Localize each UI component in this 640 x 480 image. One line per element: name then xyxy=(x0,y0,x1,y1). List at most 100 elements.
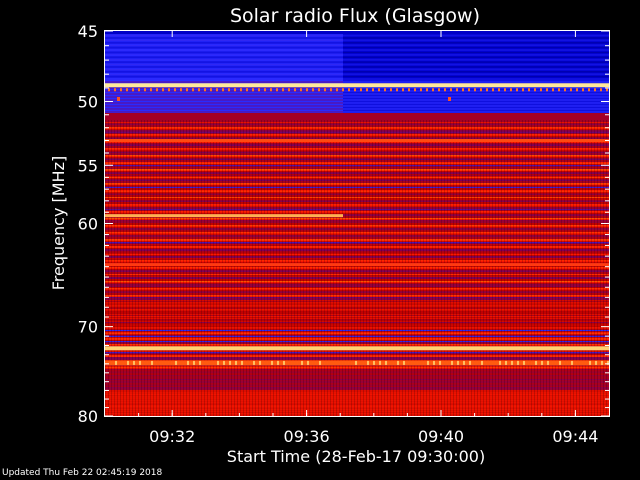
speckle xyxy=(600,88,602,92)
speckle xyxy=(259,360,261,365)
spectrum-row-late xyxy=(343,69,609,70)
spectrum-row-late xyxy=(343,112,609,113)
speckle xyxy=(139,360,141,365)
spectrum-row-late xyxy=(343,106,609,107)
spectrogram-plot xyxy=(105,31,609,416)
spectrum-row-late xyxy=(343,78,609,79)
speckle xyxy=(288,88,290,92)
spectrum-row-late xyxy=(343,92,609,93)
speckle xyxy=(378,88,380,92)
spectrum-row-late xyxy=(343,109,609,110)
spectrum-row-late xyxy=(343,39,609,40)
speckle xyxy=(601,360,603,365)
x-axis: 09:32 09:36 09:40 09:44 xyxy=(138,31,598,446)
spectrum-row-late xyxy=(343,104,609,105)
spectrum-row-late xyxy=(343,50,609,51)
spectrum-row-late xyxy=(343,72,609,73)
speckle xyxy=(150,88,152,92)
speckle xyxy=(427,360,429,365)
speckle xyxy=(558,88,560,92)
speckle xyxy=(283,360,285,365)
speckle xyxy=(132,88,134,92)
texture-overlay xyxy=(105,120,609,416)
spectrum-row-late xyxy=(343,100,609,101)
speckle xyxy=(253,360,255,365)
y-tick-label: 45 xyxy=(78,22,98,41)
speckle xyxy=(360,88,362,92)
speckle xyxy=(499,360,501,365)
spectrum-row-late xyxy=(343,76,609,77)
speckle xyxy=(174,88,176,92)
x-tick-label: 09:44 xyxy=(552,427,598,446)
speckle xyxy=(312,88,314,92)
spectrum-row-late xyxy=(343,58,609,59)
spectrum-row-late xyxy=(343,65,609,66)
interference-line xyxy=(105,263,609,267)
spectrum-row-late xyxy=(343,74,609,75)
spectrum-row-late xyxy=(343,75,609,76)
y-tick-label: 60 xyxy=(78,215,98,234)
spectrum-row-late xyxy=(343,38,609,39)
speckle xyxy=(570,88,572,92)
spectrum-row xyxy=(105,116,609,117)
speckle xyxy=(229,360,231,365)
speckle xyxy=(408,88,410,92)
speckle xyxy=(511,360,513,365)
spectrum-row-late xyxy=(343,55,609,56)
speckle xyxy=(108,88,110,92)
speckle xyxy=(505,360,507,365)
speckle xyxy=(186,88,188,92)
speckle xyxy=(217,360,219,365)
updated-timestamp: Updated Thu Feb 22 02:45:19 2018 xyxy=(2,468,163,478)
spectrum-row-late xyxy=(343,60,609,61)
speckle xyxy=(264,88,266,92)
spectrum-row-late xyxy=(343,93,609,94)
spectrum-row xyxy=(105,33,609,34)
spectrum-row-late xyxy=(343,54,609,55)
speckle xyxy=(481,360,483,365)
speckle xyxy=(379,360,381,365)
spectrum-row-late xyxy=(343,64,609,65)
speckle xyxy=(216,88,218,92)
speckle xyxy=(396,88,398,92)
speckle xyxy=(319,360,321,365)
speckle xyxy=(535,360,537,365)
spectrum-row xyxy=(105,113,609,114)
spectrum-row-late xyxy=(343,44,609,45)
speckle xyxy=(595,360,597,365)
speckle xyxy=(457,360,459,365)
speckle xyxy=(144,88,146,92)
spectrum-row-late xyxy=(343,96,609,97)
speckle xyxy=(180,88,182,92)
spectrum-row-late xyxy=(343,41,609,42)
speckle xyxy=(235,360,237,365)
speckle xyxy=(516,88,518,92)
spectrum-row-late xyxy=(343,67,609,68)
speckle xyxy=(300,88,302,92)
speckle xyxy=(307,360,309,365)
speckle xyxy=(199,360,201,365)
spectrum-row-late xyxy=(343,91,609,92)
speckle xyxy=(348,88,350,92)
speckle xyxy=(198,88,200,92)
spectrum-row-late xyxy=(343,71,609,72)
speckle xyxy=(228,88,230,92)
spectrum-row-late xyxy=(343,103,609,104)
spectrum-row-late xyxy=(343,105,609,106)
spectrum-row-late xyxy=(343,98,609,99)
speckle xyxy=(210,88,212,92)
spectrum-row xyxy=(105,32,609,33)
speckle xyxy=(468,88,470,92)
speckle xyxy=(276,88,278,92)
speckle xyxy=(223,360,225,365)
spectrum-row-late xyxy=(343,77,609,78)
speckle xyxy=(564,88,566,92)
x-axis-label: Start Time (28-Feb-17 09:30:00) xyxy=(227,447,485,466)
spectrum-row xyxy=(105,117,609,118)
speckle xyxy=(492,88,494,92)
speckle xyxy=(366,88,368,92)
speckle xyxy=(114,88,116,92)
spectrum-row-late xyxy=(343,51,609,52)
speckle xyxy=(420,88,422,92)
